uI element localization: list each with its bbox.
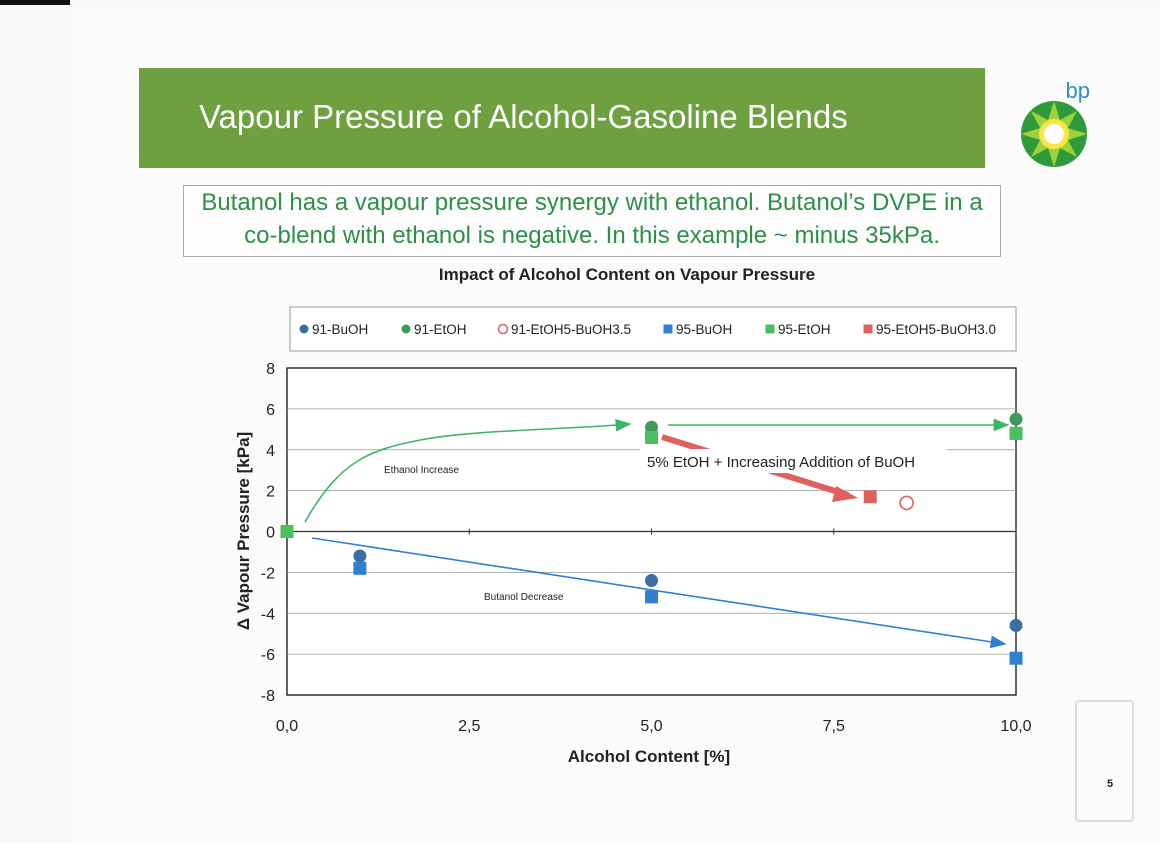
legend-label: 91-EtOH5-BuOH3.5 [511,322,631,337]
data-point [645,590,658,604]
data-point [1009,651,1023,665]
legend-marker [299,324,309,334]
ethanol-trend-arrow [304,418,632,523]
legend-label: 91-BuOH [312,322,368,337]
x-tick-label: 5,0 [640,718,662,735]
legend-label: 95-EtOH5-BuOH3.0 [876,322,996,337]
x-tick-label: 10,0 [1000,718,1031,735]
y-tick-label: 6 [266,402,275,419]
data-point [1009,619,1023,633]
legend-label: 91-EtOH [414,322,467,337]
data-point [645,420,658,434]
faint-stamp [1075,700,1134,822]
y-tick-label: -8 [261,688,275,705]
y-tick-label: 2 [266,484,275,501]
annotation-co-blend: 5% EtOH + Increasing Addition of BuOH [647,454,915,471]
y-tick-label: 0 [266,525,275,542]
butanol-trend-arrow [311,537,1007,649]
annotation-ethanol-increase: Ethanol Increase [384,465,459,476]
y-axis-label: Δ Vapour Pressure [kPa] [234,432,253,630]
legend-label: 95-EtOH [778,322,831,337]
top-edge-mark [0,0,70,5]
x-axis-label: Alcohol Content [%] [568,747,730,766]
page-number: 5 [1107,778,1114,790]
y-tick-labels: 8 6 4 2 0 -2 -4 -6 -8 [261,361,275,705]
title-bar: Vapour Pressure of Alcohol-Gasoline Blen… [139,68,985,168]
y-tick-label: -4 [261,606,275,623]
bp-logo: bp [1020,78,1092,170]
co-blend-arrow-head [832,486,858,502]
chart-title: Impact of Alcohol Content on Vapour Pres… [439,265,815,284]
data-point [899,495,914,511]
y-tick-label: 8 [266,361,275,378]
x-tick-labels: 0,0 2,5 5,0 7,5 10,0 [276,718,1032,735]
y-tick-label: 4 [266,443,275,460]
data-point [1009,412,1023,426]
annotation-butanol-decrease: Butanol Decrease [484,592,564,603]
callout-box: Butanol has a vapour pressure synergy wi… [183,185,1001,257]
annotation-co-blend-bg [640,449,946,473]
legend-label: 95-BuOH [676,322,732,337]
data-point [863,490,877,504]
callout-line-2: co-blend with ethanol is negative. In th… [244,222,940,249]
x-tick-label: 7,5 [823,718,845,735]
callout-line-1: Butanol has a vapour pressure synergy wi… [201,189,983,216]
y-tick-label: -2 [261,565,275,582]
data-point [280,525,294,538]
data-point [1009,426,1023,440]
legend: 91-BuOH 91-EtOH 91-EtOH5-BuOH3.5 95-BuOH 95-… [299,322,996,337]
data-point [645,574,658,588]
logo-text: bp [1065,78,1090,103]
legend-marker [765,324,775,334]
data-point [645,430,658,444]
legend-marker [401,324,411,334]
x-tick-label: 2,5 [458,718,480,735]
legend-marker [663,324,673,334]
legend-box [289,306,1017,352]
data-points [280,412,1023,665]
data-point [353,561,367,575]
helios-icon [1021,101,1087,167]
legend-marker [497,323,509,335]
data-point [353,549,367,563]
x-tick-label: 0,0 [276,718,298,735]
slide-title: Vapour Pressure of Alcohol-Gasoline Blen… [199,98,848,135]
legend-marker [863,324,873,334]
y-tick-label: -6 [261,647,275,664]
